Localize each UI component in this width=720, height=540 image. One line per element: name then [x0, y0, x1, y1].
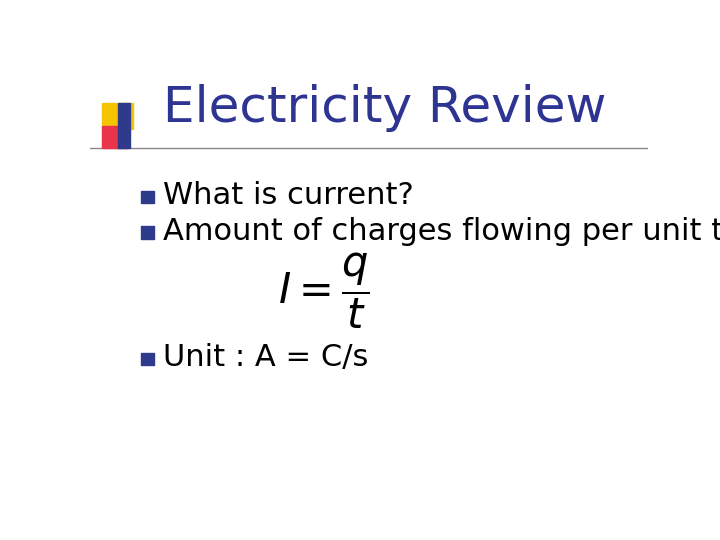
Text: $I = \dfrac{q}{t}$: $I = \dfrac{q}{t}$: [279, 252, 370, 332]
Bar: [102, 104, 133, 129]
Bar: [141, 191, 153, 203]
Text: Unit : A = C/s: Unit : A = C/s: [163, 343, 368, 373]
Bar: [141, 226, 153, 239]
Text: What is current?: What is current?: [163, 181, 413, 210]
Bar: [141, 353, 153, 366]
Bar: [102, 126, 127, 148]
Text: Electricity Review: Electricity Review: [163, 84, 606, 132]
Text: Amount of charges flowing per unit time: Amount of charges flowing per unit time: [163, 217, 720, 246]
Bar: [118, 103, 130, 148]
